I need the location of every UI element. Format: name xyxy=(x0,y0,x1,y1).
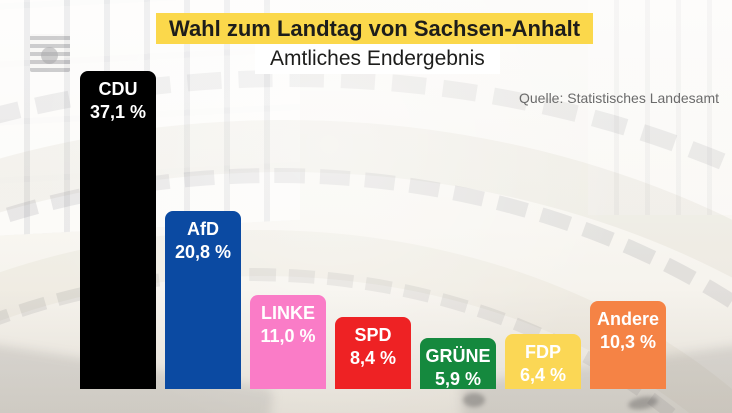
bar-andere: Andere 10,3 % xyxy=(590,300,666,389)
bar-party-label: FDP xyxy=(525,342,561,363)
bar-value-label: 5,9 % xyxy=(434,369,482,390)
flag-emblem xyxy=(41,47,58,64)
bar-value-label: 10,3 % xyxy=(599,331,657,352)
source-credit: Quelle: Statistisches Landesamt xyxy=(519,90,719,106)
bar-party-label: LINKE xyxy=(261,302,315,323)
page-subtitle: Amtliches Endergebnis xyxy=(255,44,500,74)
foreground-chair xyxy=(463,393,485,407)
bar-cdu: CDU 37,1 % xyxy=(80,70,156,389)
bar-spd: SPD 8,4 % xyxy=(335,316,411,389)
bar-party-label: AfD xyxy=(187,218,219,239)
bar-fdp: FDP 6,4 % xyxy=(505,334,581,389)
bar-value-label: 20,8 % xyxy=(174,241,232,262)
bar-party-label: SPD xyxy=(354,324,392,345)
bar-gruene: GRÜNE 5,9 % xyxy=(420,338,496,389)
saxony-anhalt-flag xyxy=(30,34,70,72)
bar-afd: AfD 20,8 % xyxy=(165,210,241,389)
bar-value-label: 37,1 % xyxy=(89,101,147,122)
bar-value-label: 6,4 % xyxy=(519,365,567,386)
bar-party-label: Andere xyxy=(596,308,659,329)
bar-party-label: GRÜNE xyxy=(425,346,491,367)
bar-value-label: 8,4 % xyxy=(349,347,397,368)
bar-value-label: 11,0 % xyxy=(260,325,316,346)
bar-party-label: CDU xyxy=(98,78,138,99)
page-title: Wahl zum Landtag von Sachsen-Anhalt xyxy=(156,13,594,44)
bar-linke: LINKE 11,0 % xyxy=(250,294,326,389)
